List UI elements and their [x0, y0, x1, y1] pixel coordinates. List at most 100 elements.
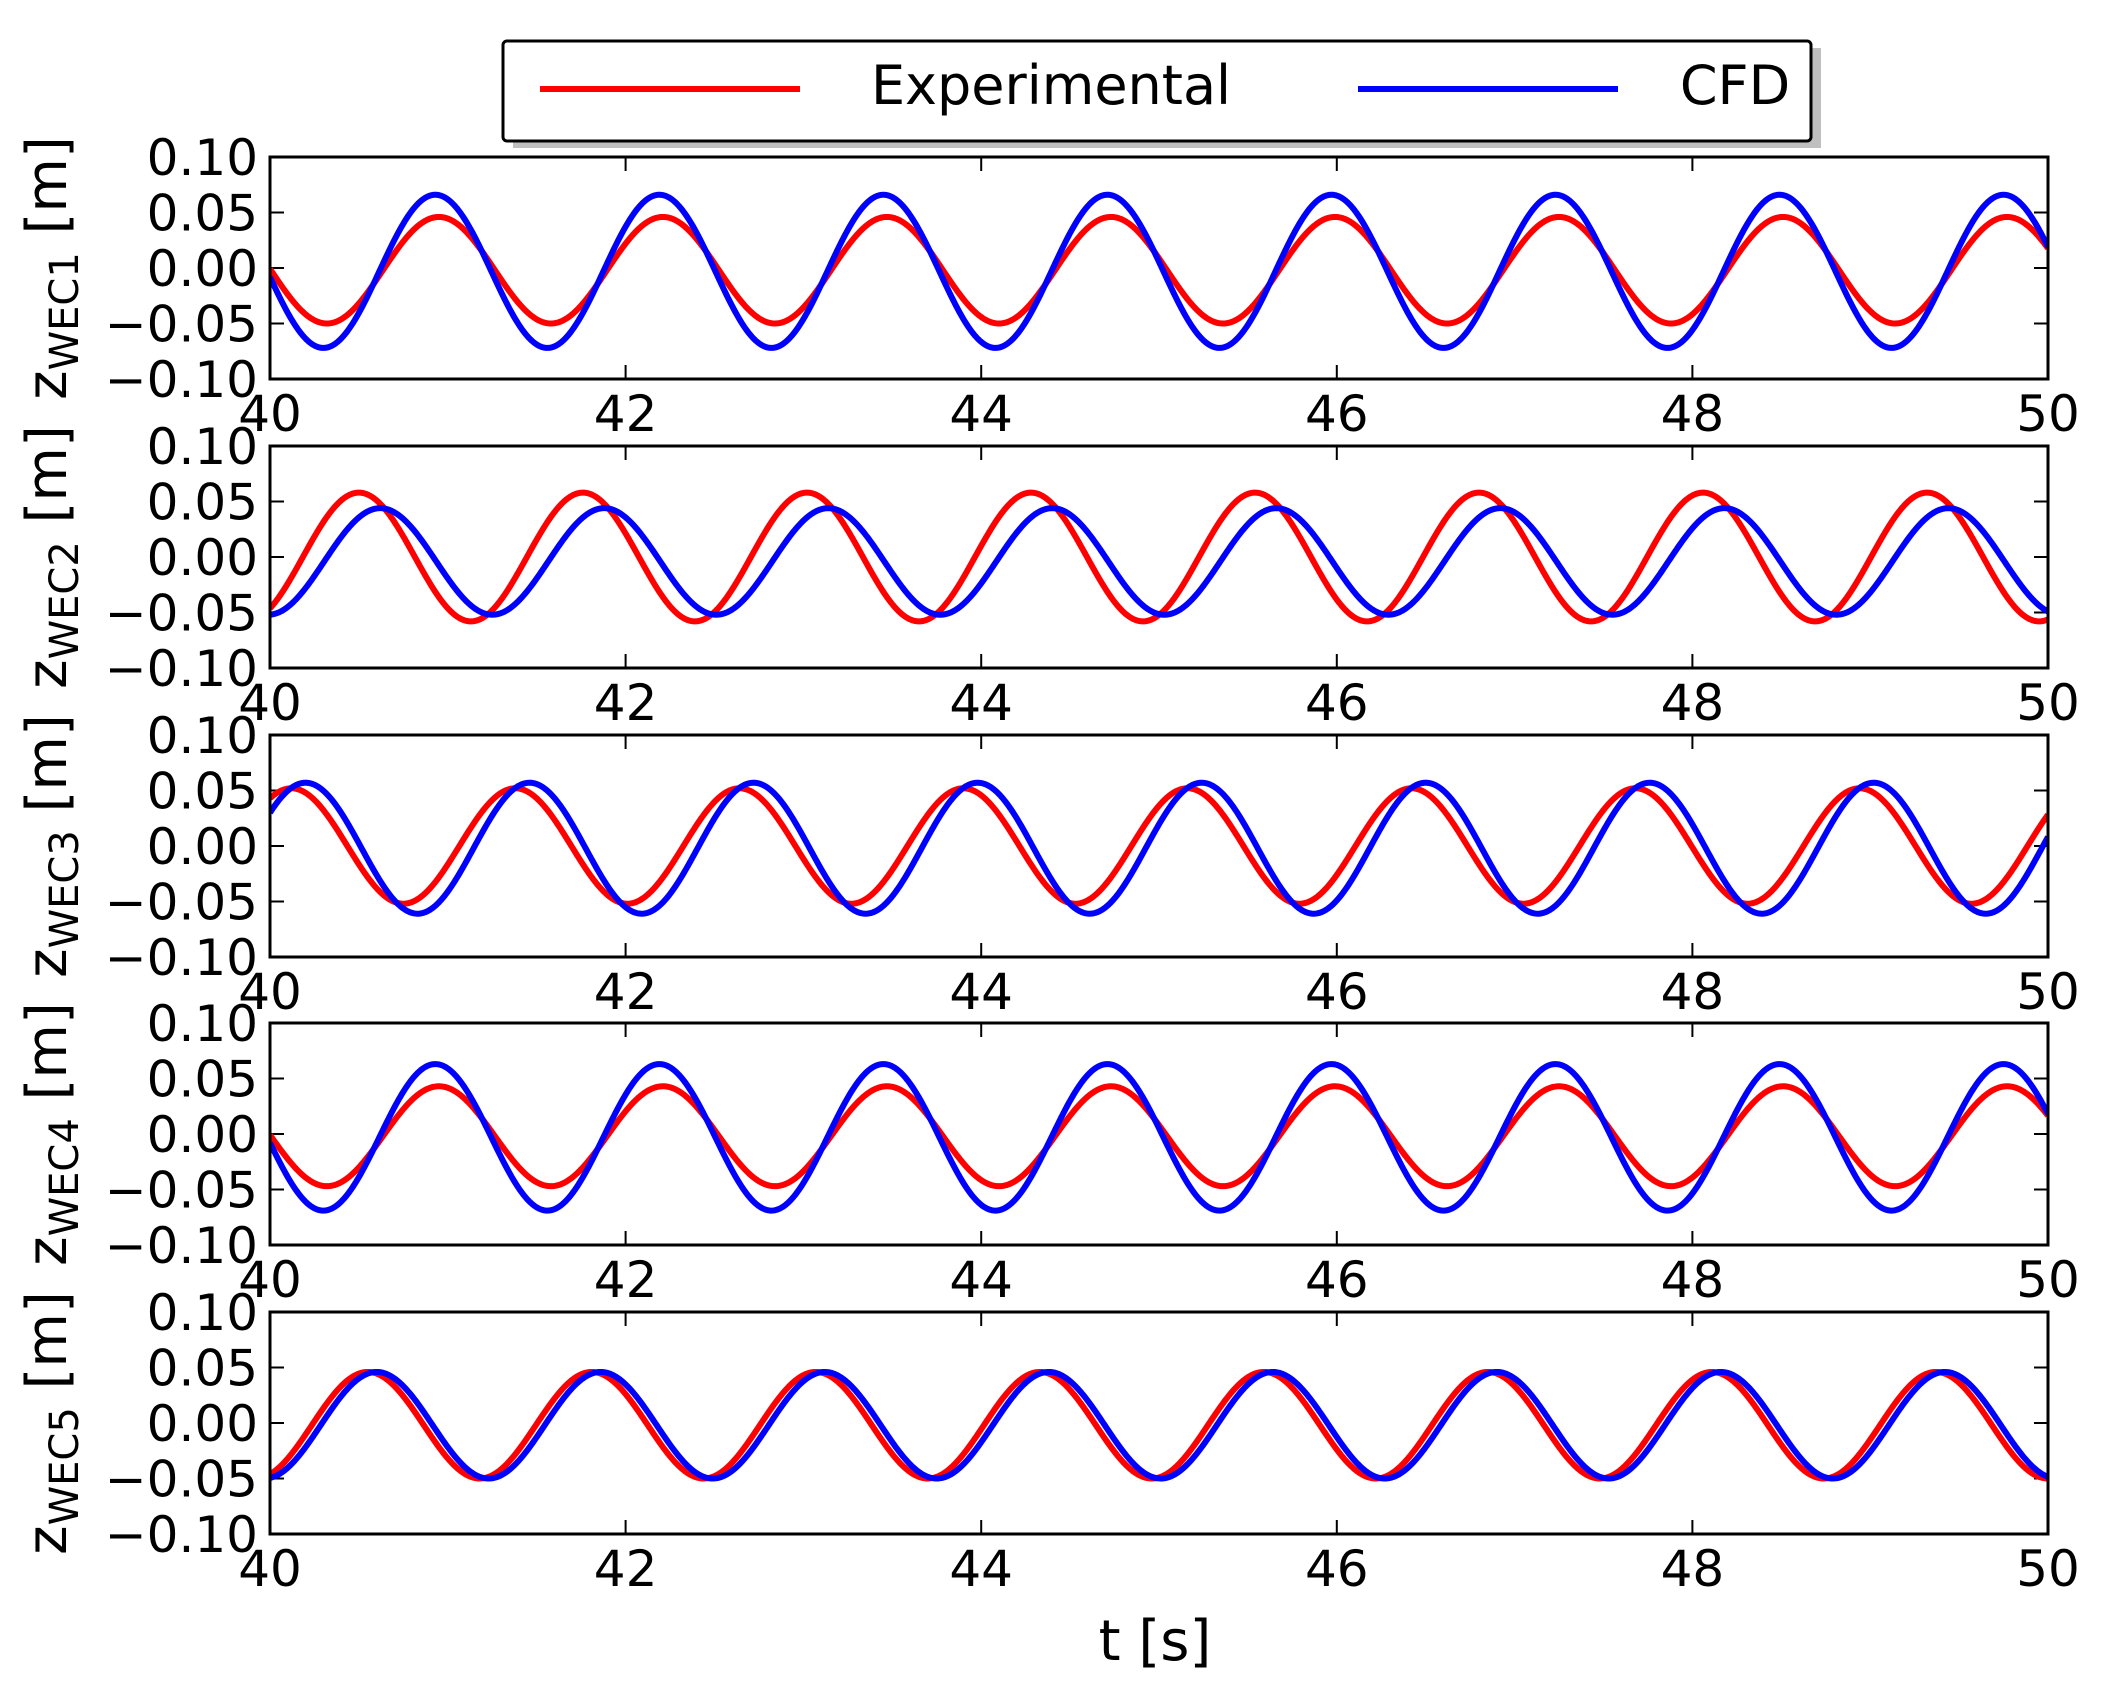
x-tick-label: 42 — [594, 1251, 658, 1309]
y-label-main: z — [15, 370, 80, 399]
x-tick-label: 46 — [1305, 674, 1369, 732]
series-line-cfd-wec1 — [270, 191, 2048, 351]
y-axis-label: zWEC2 [m] — [15, 425, 88, 689]
y-label-sub: WEC4 — [42, 1118, 88, 1236]
y-tick-label: 0.00 — [147, 529, 258, 587]
x-tick-label: 46 — [1305, 1540, 1369, 1598]
x-tick-label: 50 — [2016, 1251, 2080, 1309]
series-line-experimental-wec1 — [270, 213, 2048, 327]
y-axis-label: zWEC1 [m] — [15, 136, 88, 400]
x-tick-label: 44 — [949, 674, 1013, 732]
legend-label-cfd: CFD — [1680, 54, 1790, 117]
series-line-cfd-wec2 — [270, 505, 2048, 618]
x-tick-label: 40 — [238, 1540, 302, 1598]
plot-frame — [268, 444, 2050, 670]
x-tick-label: 48 — [1661, 1540, 1725, 1598]
x-tick-label: 48 — [1661, 674, 1725, 732]
y-tick-label: 0.05 — [147, 763, 258, 821]
y-tick-label: 0.10 — [147, 418, 258, 476]
y-tick-label: 0.00 — [147, 240, 258, 298]
series-line-cfd-wec5 — [270, 1368, 2048, 1482]
x-tick-label: 48 — [1661, 1251, 1725, 1309]
legend: Experimental CFD — [501, 39, 1821, 148]
y-tick-label: −0.05 — [105, 1451, 258, 1509]
y-tick-label: 0.10 — [147, 129, 258, 187]
x-tick-label: 42 — [594, 385, 658, 443]
y-tick-label: 0.00 — [147, 1395, 258, 1453]
y-label-sub: WEC3 — [42, 830, 88, 948]
y-label-unit: [m] — [15, 1002, 80, 1118]
y-tick-label: −0.05 — [105, 585, 258, 643]
y-tick-label: 0.05 — [147, 1340, 258, 1398]
x-tick-label: 46 — [1305, 385, 1369, 443]
y-tick-label: 0.05 — [147, 1051, 258, 1109]
y-label-main: z — [15, 1236, 80, 1265]
y-tick-label: 0.00 — [147, 1106, 258, 1164]
y-tick-label: −0.10 — [105, 640, 258, 698]
x-tick-label: 50 — [2016, 963, 2080, 1021]
x-tick-label: 44 — [949, 963, 1013, 1021]
x-tick-label: 50 — [2016, 385, 2080, 443]
y-tick-label: −0.05 — [105, 1162, 258, 1220]
y-tick-label: −0.10 — [105, 929, 258, 987]
plot-frame — [268, 733, 2050, 959]
plot-frame — [268, 155, 2050, 381]
x-tick-label: 50 — [2016, 1540, 2080, 1598]
series-line-cfd-wec3 — [270, 779, 2048, 917]
y-tick-label: 0.05 — [147, 474, 258, 532]
legend-frame — [501, 39, 1813, 143]
series-line-experimental-wec4 — [270, 1083, 2048, 1190]
y-axis-label: zWEC5 [m] — [15, 1291, 88, 1555]
x-tick-label: 46 — [1305, 1251, 1369, 1309]
y-label-sub: WEC1 — [42, 252, 88, 370]
x-tick-label: 40 — [238, 963, 302, 1021]
x-tick-label: 42 — [594, 1540, 658, 1598]
y-tick-label: −0.05 — [105, 874, 258, 932]
y-tick-label: 0.05 — [147, 185, 258, 243]
x-tick-label: 42 — [594, 674, 658, 732]
y-tick-label: −0.10 — [105, 351, 258, 409]
y-label-sub: WEC5 — [42, 1407, 88, 1525]
plot-frame — [268, 1310, 2050, 1536]
y-axis-label: zWEC4 [m] — [15, 1002, 88, 1266]
x-axis-label: t [s] — [1099, 1609, 1212, 1674]
y-label-unit: [m] — [15, 714, 80, 830]
y-label-sub: WEC2 — [42, 541, 88, 659]
y-tick-label: −0.10 — [105, 1217, 258, 1275]
x-tick-label: 40 — [238, 1251, 302, 1309]
y-tick-label: 0.00 — [147, 818, 258, 876]
x-tick-label: 40 — [238, 674, 302, 732]
y-label-main: z — [15, 1525, 80, 1554]
x-tick-label: 44 — [949, 1251, 1013, 1309]
y-label-main: z — [15, 948, 80, 977]
x-tick-label: 40 — [238, 385, 302, 443]
y-tick-label: −0.10 — [105, 1506, 258, 1564]
y-label-unit: [m] — [15, 1291, 80, 1407]
x-tick-label: 46 — [1305, 963, 1369, 1021]
series-line-experimental-wec3 — [270, 785, 2048, 907]
y-label-main: z — [15, 659, 80, 688]
x-tick-label: 44 — [949, 1540, 1013, 1598]
x-tick-label: 42 — [594, 963, 658, 1021]
plot-frame — [268, 1021, 2050, 1247]
y-label-unit: [m] — [15, 136, 80, 252]
x-tick-label: 48 — [1661, 963, 1725, 1021]
y-tick-label: 0.10 — [147, 707, 258, 765]
y-label-unit: [m] — [15, 425, 80, 541]
x-tick-label: 48 — [1661, 385, 1725, 443]
x-tick-label: 44 — [949, 385, 1013, 443]
x-tick-label: 50 — [2016, 674, 2080, 732]
y-tick-label: 0.10 — [147, 1284, 258, 1342]
series-line-experimental-wec5 — [270, 1368, 2048, 1482]
series-line-cfd-wec4 — [270, 1061, 2048, 1214]
legend-label-experimental: Experimental — [871, 54, 1231, 117]
y-tick-label: 0.10 — [147, 995, 258, 1053]
y-tick-label: −0.05 — [105, 296, 258, 354]
y-axis-label: zWEC3 [m] — [15, 714, 88, 978]
